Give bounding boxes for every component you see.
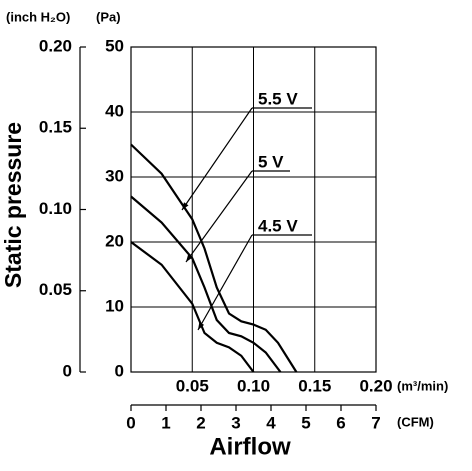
y-tick-label: 50 — [105, 36, 124, 55]
x-unit: (m³/min) — [397, 378, 448, 393]
x-tick-label: 0.05 — [176, 376, 209, 395]
y-tick-label: 20 — [105, 231, 124, 250]
y2-tick-label: 0.05 — [39, 280, 72, 299]
arrow-head — [198, 322, 205, 330]
legend-label: 5.5 V — [258, 89, 298, 108]
y2-tick-label: 0.15 — [39, 118, 72, 137]
label-arrow — [197, 234, 253, 331]
legend-label: 5 V — [258, 152, 284, 171]
x2-tick-label: 0 — [126, 413, 135, 432]
x2-unit: (CFM) — [397, 414, 434, 429]
y-tick-label: 10 — [105, 296, 124, 315]
label-arrow — [185, 170, 253, 263]
x-axis-title: Airflow — [209, 433, 291, 460]
y2-tick-label: 0 — [63, 361, 72, 380]
x2-tick-label: 6 — [336, 413, 345, 432]
x-tick-label: 0.15 — [298, 376, 331, 395]
y2-tick-label: 0.20 — [39, 36, 72, 55]
x2-tick-label: 2 — [196, 413, 205, 432]
x2-tick-label: 4 — [266, 413, 276, 432]
curve — [130, 143, 298, 373]
y-axis-title: Static pressure — [0, 122, 26, 288]
y2-unit: (inch H₂O) — [6, 9, 70, 24]
y-tick-label: 40 — [105, 101, 124, 120]
y2-tick-label: 0.10 — [39, 199, 72, 218]
y-tick-label: 30 — [105, 166, 124, 185]
x2-tick-label: 3 — [231, 413, 240, 432]
x2-tick-label: 1 — [161, 413, 170, 432]
x2-tick-label: 7 — [371, 413, 380, 432]
legend-label: 4.5 V — [258, 216, 298, 235]
arrow-head — [182, 202, 189, 210]
curve — [130, 241, 255, 373]
y-tick-label: 0 — [115, 361, 124, 380]
x2-tick-label: 5 — [301, 413, 310, 432]
curve — [130, 195, 282, 373]
x-tick-label: 0.20 — [359, 376, 392, 395]
label-arrow — [181, 107, 253, 211]
x-tick-label: 0.10 — [237, 376, 270, 395]
y-unit: (Pa) — [96, 9, 121, 24]
arrow-head — [186, 254, 193, 262]
